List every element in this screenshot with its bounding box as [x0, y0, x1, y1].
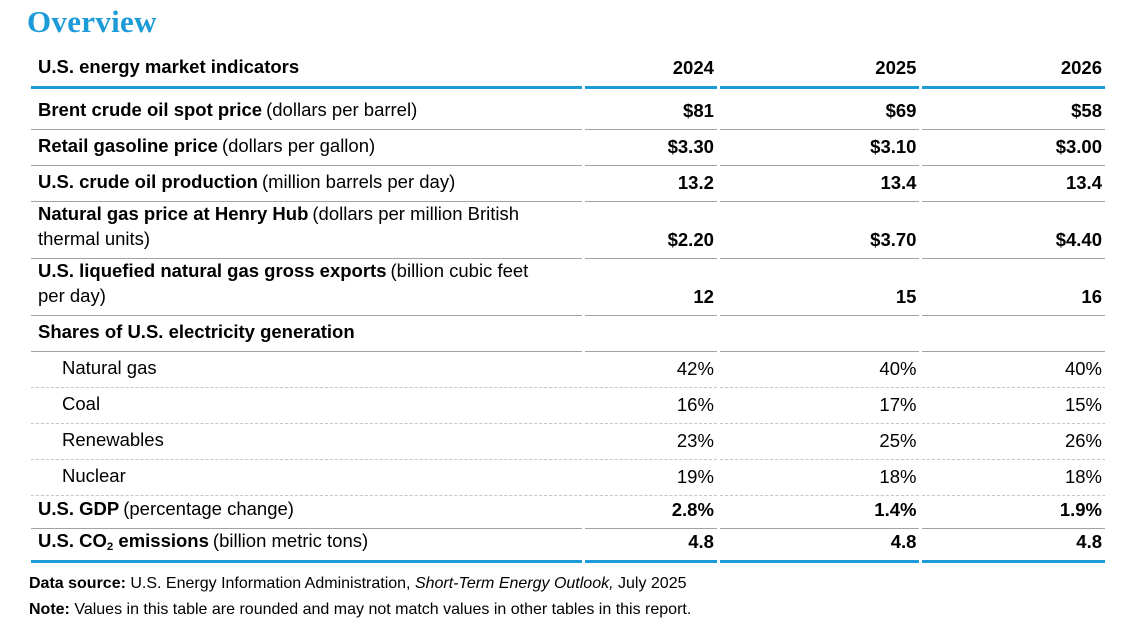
page-title: Overview	[27, 4, 157, 39]
data-source-label: Data source:	[29, 575, 126, 593]
table-footer: Data source: U.S. Energy Information Adm…	[29, 571, 1140, 623]
cell-value: $3.10	[719, 130, 920, 167]
cell-value: $4.40	[922, 202, 1105, 260]
cell-value: $3.70	[719, 202, 920, 260]
row-unit-line2: thermal units)	[38, 227, 151, 249]
publication-title: Short-Term Energy Outlook,	[414, 575, 614, 593]
cell-value: $2.20	[584, 202, 717, 260]
row-unit: (million barrels per day)	[261, 171, 456, 192]
row-label: Shares of U.S. electricity generation	[38, 320, 355, 342]
cell-value: 19%	[584, 460, 717, 497]
row-label: Natural gas price at Henry Hub	[38, 203, 309, 225]
row-label: Natural gas	[31, 352, 582, 389]
cell-value: 16%	[584, 388, 717, 425]
table-row-renewables-share: Renewables 23% 25% 26%	[31, 424, 1105, 461]
row-label: Nuclear	[31, 460, 582, 497]
table-row-coal-share: Coal 16% 17% 15%	[31, 388, 1105, 425]
cell-value: 40%	[719, 352, 920, 389]
table-header-row: U.S. energy market indicators 2024 2025 …	[31, 55, 1105, 90]
cell-value: $3.00	[922, 130, 1105, 167]
cell-value: 1.9%	[922, 496, 1105, 530]
cell-value: 15	[719, 259, 920, 317]
cell-value: 18%	[719, 460, 920, 497]
table-row-co2-emissions: U.S. CO2 emissions (billion metric tons) …	[31, 529, 1105, 564]
cell-value: 17%	[719, 388, 920, 425]
row-unit: (billion cubic feet	[390, 260, 529, 282]
table-row-henry-hub: Natural gas price at Henry Hub (dollars p…	[31, 202, 1105, 260]
table-row-gdp: U.S. GDP (percentage change) 2.8% 1.4% 1.…	[31, 496, 1105, 530]
row-label: Coal	[31, 388, 582, 425]
header-indicators-label: U.S. energy market indicators	[31, 55, 582, 90]
header-year-2024: 2024	[584, 55, 717, 90]
table-row-lng-exports: U.S. liquefied natural gas gross exports…	[31, 259, 1105, 317]
cell-value: 13.4	[719, 166, 920, 203]
row-label: U.S. liquefied natural gas gross exports	[38, 260, 387, 282]
cell-value: 15%	[922, 388, 1105, 425]
co2-subscript: 2	[106, 541, 114, 554]
row-unit: (dollars per gallon)	[221, 135, 376, 156]
row-unit: (billion metric tons)	[212, 530, 369, 552]
cell-value: 26%	[922, 424, 1105, 461]
cell-value: 13.4	[922, 166, 1105, 203]
cell-value: $3.30	[584, 130, 717, 167]
note-line: Note: Values in this table are rounded a…	[29, 601, 692, 619]
row-label: Renewables	[31, 424, 582, 461]
header-year-2026: 2026	[922, 55, 1105, 90]
row-label: U.S. GDP	[38, 497, 120, 519]
note-label: Note:	[29, 601, 70, 619]
cell-value: 4.8	[719, 529, 920, 564]
indicators-table: U.S. energy market indicators 2024 2025 …	[28, 55, 1108, 564]
table-row-retail-gasoline: Retail gasoline price (dollars per gallon…	[31, 130, 1105, 167]
data-source-line: Data source: U.S. Energy Information Adm…	[29, 575, 687, 593]
row-label: U.S. CO2 emissions	[38, 530, 209, 554]
cell-value: 13.2	[584, 166, 717, 203]
cell-value: 4.8	[584, 529, 717, 564]
cell-value: $58	[922, 89, 1105, 131]
cell-value	[584, 316, 717, 353]
header-year-2025: 2025	[719, 55, 920, 90]
row-unit: (dollars per million British	[312, 203, 520, 225]
cell-value: $69	[719, 89, 920, 131]
cell-value: 25%	[719, 424, 920, 461]
cell-value: 16	[922, 259, 1105, 317]
row-label: Brent crude oil spot price	[38, 99, 263, 120]
cell-value: 42%	[584, 352, 717, 389]
cell-value: $81	[584, 89, 717, 131]
row-unit: (dollars per barrel)	[266, 99, 418, 120]
table-row-crude-production: U.S. crude oil production (million barrel…	[31, 166, 1105, 203]
table-row-nuclear-share: Nuclear 19% 18% 18%	[31, 460, 1105, 497]
row-label: U.S. crude oil production	[38, 171, 258, 192]
row-label: Retail gasoline price	[38, 135, 218, 156]
cell-value: 12	[584, 259, 717, 317]
cell-value: 1.4%	[719, 496, 920, 530]
cell-value	[719, 316, 920, 353]
cell-value: 2.8%	[584, 496, 717, 530]
cell-value: 18%	[922, 460, 1105, 497]
row-unit: (percentage change)	[123, 497, 294, 519]
cell-value: 4.8	[922, 529, 1105, 564]
table-row-natural-gas-share: Natural gas 42% 40% 40%	[31, 352, 1105, 389]
cell-value: 40%	[922, 352, 1105, 389]
cell-value: 23%	[584, 424, 717, 461]
table-row-brent-crude: Brent crude oil spot price (dollars per b…	[31, 89, 1105, 131]
table-row-shares-header: Shares of U.S. electricity generation	[31, 316, 1105, 353]
row-unit-line2: per day)	[38, 284, 106, 306]
cell-value	[922, 316, 1105, 353]
